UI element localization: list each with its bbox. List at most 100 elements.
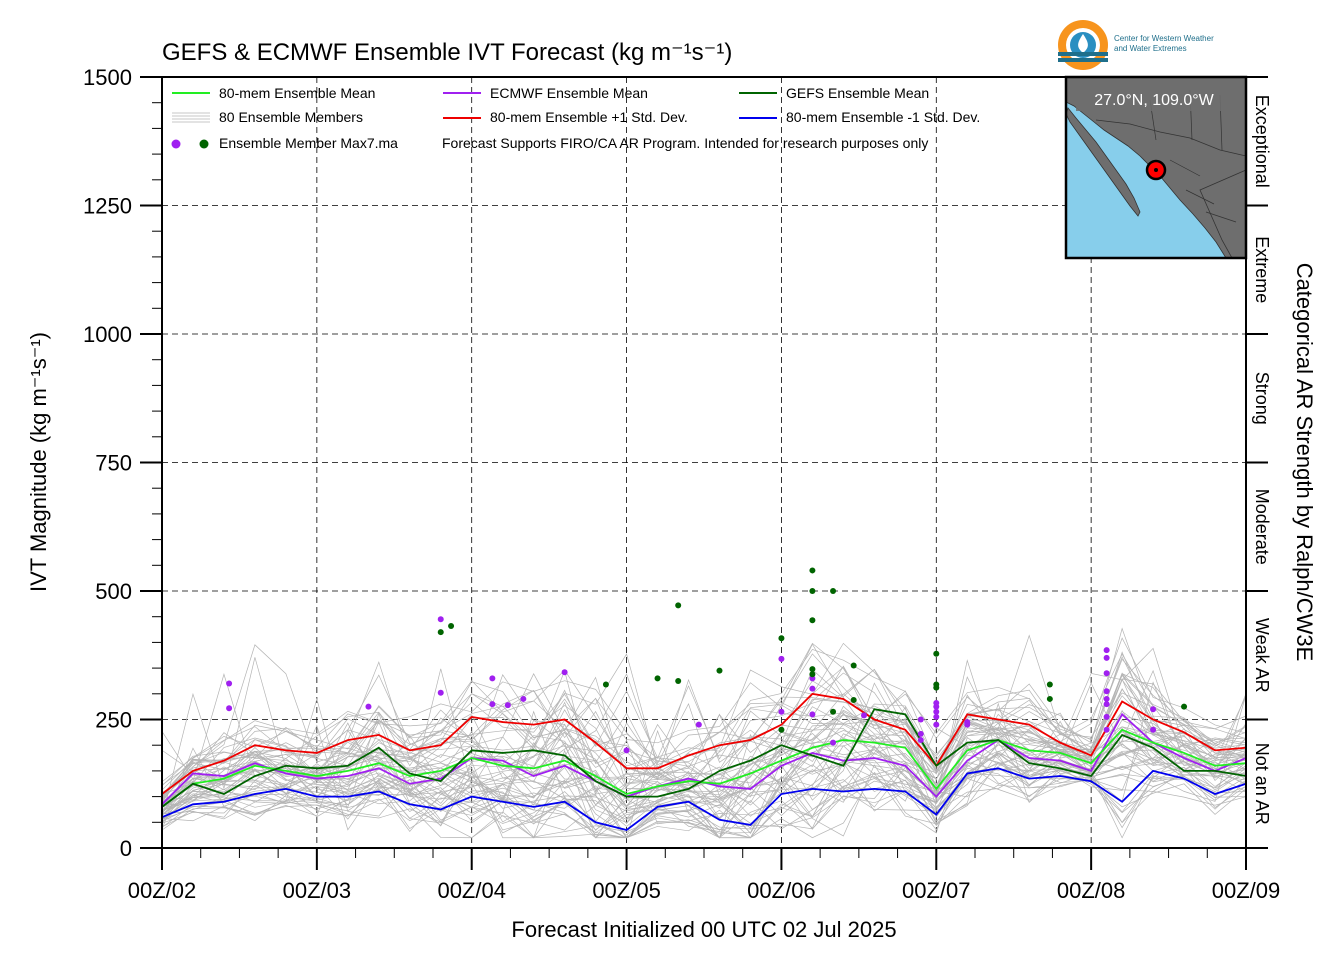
gefs-max-dot [809, 671, 816, 678]
series-line-80-mem-ensemble-mean [161, 728, 1247, 808]
gefs-max-dot [437, 629, 444, 636]
legend-ecmwf: ECMWF Ensemble Mean [490, 85, 648, 101]
ecmwf-max-dot [695, 721, 702, 728]
y-tick-label: 1250 [83, 194, 132, 219]
x-tick-label: 00Z/02 [128, 878, 197, 903]
ecmwf-max-dot [504, 702, 511, 709]
gefs-max-dot [1181, 703, 1188, 710]
category-label: Exceptional [1252, 95, 1272, 188]
ensemble-members [161, 627, 1247, 839]
member-line [161, 672, 1247, 808]
ecmwf-max-dot [1103, 688, 1110, 695]
member-line [161, 673, 1247, 802]
gefs-max-dot [933, 681, 940, 688]
ecmwf-max-dot [1103, 701, 1110, 708]
ecmwf-max-dot [1150, 706, 1157, 713]
legend-mean80: 80-mem Ensemble Mean [219, 85, 375, 101]
max-dots [226, 567, 1188, 754]
ecmwf-max-dot [964, 721, 971, 728]
ecmwf-max-dot [861, 712, 868, 719]
legend-gefs: GEFS Ensemble Mean [786, 85, 929, 101]
gefs-max-dot [933, 650, 940, 657]
legend-members: 80 Ensemble Members [219, 109, 363, 125]
x-tick-label: 00Z/05 [592, 878, 661, 903]
x-tick-label: 00Z/09 [1212, 878, 1281, 903]
gefs-max-dot [675, 677, 682, 684]
gefs-max-dot [850, 696, 857, 703]
member-line [161, 719, 1247, 827]
gefs-max-dot [809, 617, 816, 624]
x-tick-label: 00Z/07 [902, 878, 971, 903]
member-line [161, 737, 1247, 839]
y-tick-label: 1000 [83, 322, 132, 347]
ecmwf-max-dot [1103, 654, 1110, 661]
logo-text-line2: and Water Extremes [1114, 44, 1187, 53]
gefs-max-dot [809, 588, 816, 594]
ecmwf-max-dot [1103, 670, 1110, 677]
ecmwf-max-dot [1103, 695, 1110, 702]
ecmwf-max-dot [917, 730, 924, 737]
x-tick-label: 00Z/04 [437, 878, 506, 903]
baja-peninsula [1065, 107, 1141, 217]
series-lines [161, 692, 1247, 831]
ecmwf-max-dot [917, 716, 924, 723]
map-location-label: 27.0°N, 109.0°W [1094, 92, 1214, 109]
legend-maxdots: Ensemble Member Max7.ma [219, 135, 398, 151]
logo-text-line1: Center for Western Weather [1114, 34, 1214, 43]
ecmwf-max-dot [1150, 726, 1157, 733]
x-axis: 00Z/02 00Z/03 00Z/04 00Z/05 00Z/06 00Z/07 00Z/… [128, 848, 1281, 903]
map-label-box [1076, 87, 1226, 111]
y-tick-label: 500 [95, 579, 132, 604]
member-line [161, 643, 1247, 783]
ecmwf-max-dot [437, 689, 444, 696]
member-line [161, 674, 1247, 799]
member-line [161, 669, 1247, 836]
ecmwf-max-dot [1103, 647, 1110, 654]
series-line-gefs-ensemble-mean [161, 708, 1247, 808]
ecmwf-max-dot [623, 747, 630, 754]
member-line [161, 659, 1247, 814]
member-line [161, 702, 1247, 839]
gefs-max-dot [1046, 681, 1053, 688]
gefs-max-dot [830, 588, 837, 594]
legend-minus-sd: 80-mem Ensemble -1 Std. Dev. [786, 109, 980, 125]
ecmwf-max-dot [809, 711, 816, 718]
member-line [161, 741, 1247, 820]
ecmwf-max-dot [933, 708, 940, 715]
x-axis-label: Forecast Initialized 00 UTC 02 Jul 2025 [511, 917, 896, 942]
category-label: Moderate [1252, 489, 1272, 565]
y-axis: 0 250 500 750 1000 1250 1500 [83, 65, 162, 861]
gefs-max-dot [778, 635, 785, 642]
chart-title: GEFS & ECMWF Ensemble IVT Forecast (kg m… [162, 39, 732, 66]
gefs-max-dot [1046, 695, 1053, 702]
member-line [161, 710, 1247, 839]
grid-lines [162, 77, 1246, 848]
ecmwf-max-dot [933, 713, 940, 720]
cw3e-logo: Center for Western Weather and Water Ext… [1058, 20, 1214, 70]
gefs-max-dot [675, 602, 682, 609]
right-axis-title: Categorical AR Strength by Ralph/CW3E [1292, 263, 1317, 662]
series-line-80-mem-ensemble-1-std-dev- [161, 692, 1247, 795]
gefs-max-dot [830, 708, 837, 715]
ecmwf-max-dot [489, 701, 496, 708]
ecmwf-max-dot [809, 675, 816, 682]
ecmwf-max-dot [830, 739, 837, 746]
ecmwf-max-dot [933, 703, 940, 710]
gefs-max-dot [448, 622, 455, 629]
member-line [161, 651, 1247, 794]
ecmwf-max-dot [437, 616, 444, 623]
y-tick-label: 250 [95, 708, 132, 733]
x-tick-label: 00Z/06 [747, 878, 816, 903]
member-line [161, 676, 1247, 820]
ecmwf-max-dot [520, 695, 527, 702]
gefs-max-dot [716, 667, 723, 674]
y-tick-label: 1500 [83, 65, 132, 90]
ecmwf-max-dot [778, 708, 785, 715]
ecmwf-max-dot [226, 705, 233, 712]
y-axis-label: IVT Magnitude (kg m⁻¹s⁻¹) [26, 332, 51, 592]
inset-map: 27.0°N, 109.0°W [1064, 75, 1248, 260]
member-line [161, 642, 1247, 796]
x-tick-label: 00Z/03 [283, 878, 352, 903]
water-drop-icon [1078, 34, 1088, 53]
